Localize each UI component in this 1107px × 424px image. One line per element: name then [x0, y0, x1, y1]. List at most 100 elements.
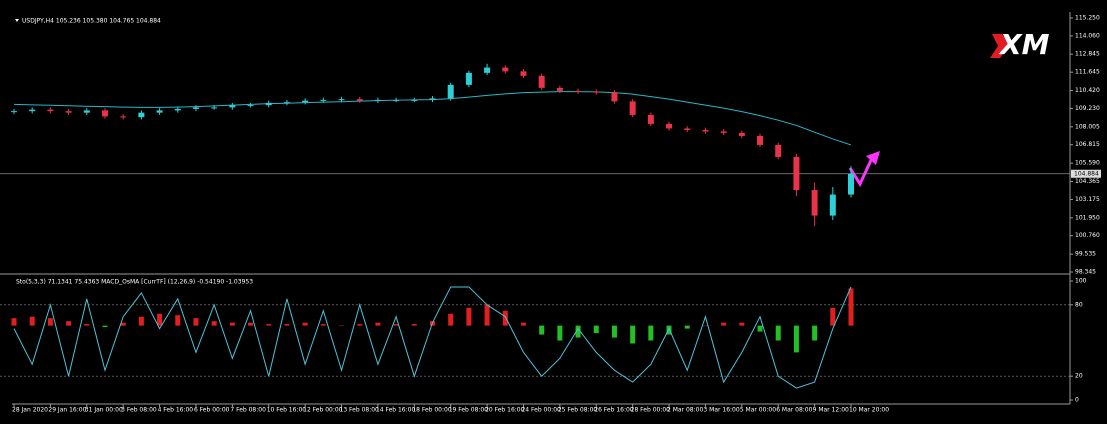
- histogram-bar: [484, 304, 490, 326]
- histogram-bar: [47, 318, 53, 326]
- chart-title: USDJPY,H4 105.236 105.380 104.765 104.88…: [22, 18, 161, 25]
- candle-body: [829, 194, 836, 216]
- candle-body: [356, 99, 363, 101]
- candle-body: [47, 109, 54, 112]
- indicator-title: Sto(5,3,3) 71.1341 75.4363 MACD_OsMA [Cu…: [16, 279, 253, 286]
- candle-body: [793, 156, 800, 191]
- histogram-bar: [848, 288, 854, 326]
- histogram-bar: [302, 322, 308, 326]
- histogram-bar: [466, 307, 472, 326]
- histogram-bar: [684, 325, 690, 329]
- histogram-bar: [739, 322, 745, 326]
- symbol-arrow: [15, 19, 19, 22]
- x-tick-label: 24 Feb 00:00: [521, 407, 561, 414]
- histogram-bar: [411, 324, 417, 326]
- histogram-bar: [284, 324, 290, 326]
- x-tick-label: 26 Feb 16:00: [594, 407, 634, 414]
- x-tick-label: 4 Feb 16:00: [158, 407, 194, 414]
- candle-body: [101, 110, 108, 117]
- candle-body: [120, 116, 127, 118]
- histogram-bar: [448, 313, 454, 326]
- y-tick-label: 110.420: [1075, 87, 1100, 94]
- y-tick-label: 106.815: [1075, 141, 1100, 148]
- histogram-bar: [630, 325, 636, 344]
- forecast-arrow: [848, 157, 874, 188]
- y-tick-label: 105.590: [1075, 160, 1100, 167]
- y-tick-label: 99.535: [1075, 251, 1096, 258]
- candle-body: [429, 98, 436, 100]
- y-tick-label: 115.250: [1075, 15, 1100, 22]
- candle-body: [447, 84, 454, 99]
- histogram-bar: [357, 324, 363, 326]
- y-tick-label: 109.230: [1075, 105, 1100, 112]
- histogram-bar: [193, 318, 199, 326]
- candle-body: [320, 99, 327, 101]
- histogram-bar: [666, 325, 672, 335]
- y-tick-label: 114.060: [1075, 32, 1100, 39]
- candle-body: [738, 132, 745, 136]
- x-tick-label: 6 Mar 08:00: [776, 407, 812, 414]
- candle-body: [593, 91, 600, 93]
- histogram-bar: [830, 307, 836, 326]
- candle-body: [156, 110, 163, 113]
- y-tick-label: 101.950: [1075, 214, 1100, 221]
- candle-body: [720, 131, 727, 133]
- y-tick-label: 108.005: [1075, 123, 1100, 130]
- histogram-bar: [539, 325, 545, 335]
- candle-body: [138, 112, 145, 118]
- histogram-bar: [611, 325, 617, 338]
- y-tick-label: 20: [1075, 373, 1083, 380]
- histogram-bar: [757, 325, 763, 332]
- x-tick-label: 10 Feb 16:00: [267, 407, 307, 414]
- histogram-bar: [229, 322, 235, 326]
- x-tick-label: 10 Mar 20:00: [849, 407, 889, 414]
- candle-body: [520, 71, 527, 76]
- candle-body: [611, 92, 618, 102]
- candle-body: [647, 114, 654, 124]
- histogram-bar: [211, 321, 217, 326]
- y-tick-label: 104.365: [1075, 178, 1100, 185]
- histogram-bar: [339, 325, 345, 327]
- candle-body: [575, 90, 582, 92]
- candle-body: [702, 129, 709, 132]
- y-tick-label: 100.760: [1075, 232, 1100, 239]
- histogram-bar: [248, 322, 254, 326]
- x-tick-label: 9 Mar 12:00: [813, 407, 849, 414]
- candle-body: [265, 102, 272, 106]
- candle-body: [684, 128, 691, 130]
- candle-body: [283, 102, 290, 104]
- histogram-bar: [102, 325, 108, 328]
- candle-body: [83, 110, 90, 113]
- x-tick-label: 12 Feb 00:00: [303, 407, 343, 414]
- logo-mark: [990, 34, 1010, 58]
- x-tick-label: 3 Feb 08:00: [121, 407, 157, 414]
- histogram-bar: [593, 325, 599, 334]
- current-price-label: 104.884: [1074, 170, 1099, 177]
- histogram-bar: [575, 325, 581, 338]
- x-tick-label: 5 Mar 00:00: [740, 407, 776, 414]
- candle-body: [538, 75, 545, 88]
- histogram-bar: [812, 325, 818, 341]
- x-tick-label: 19 Feb 08:00: [449, 407, 489, 414]
- x-tick-label: 13 Feb 08:00: [340, 407, 380, 414]
- histogram-bar: [11, 318, 17, 326]
- stochastic-line: [13, 286, 852, 389]
- candle-body: [393, 99, 400, 101]
- candle-body: [629, 101, 636, 115]
- histogram-bar: [157, 313, 163, 326]
- candle-body: [11, 111, 17, 113]
- candle-body: [411, 99, 418, 101]
- candle-body: [775, 144, 782, 157]
- x-tick-label: 28 Jan 2020: [12, 407, 48, 414]
- histogram-bar: [266, 324, 272, 326]
- histogram-bar: [29, 316, 35, 326]
- candle-body: [374, 99, 381, 101]
- x-tick-label: 6 Feb 00:00: [194, 407, 230, 414]
- histogram-bar: [721, 322, 727, 326]
- y-tick-label: 0: [1075, 397, 1079, 404]
- candle-body: [192, 107, 199, 109]
- y-tick-label: 98.345: [1075, 269, 1096, 276]
- x-tick-label: 28 Feb 00:00: [631, 407, 671, 414]
- x-tick-label: 7 Feb 08:00: [230, 407, 266, 414]
